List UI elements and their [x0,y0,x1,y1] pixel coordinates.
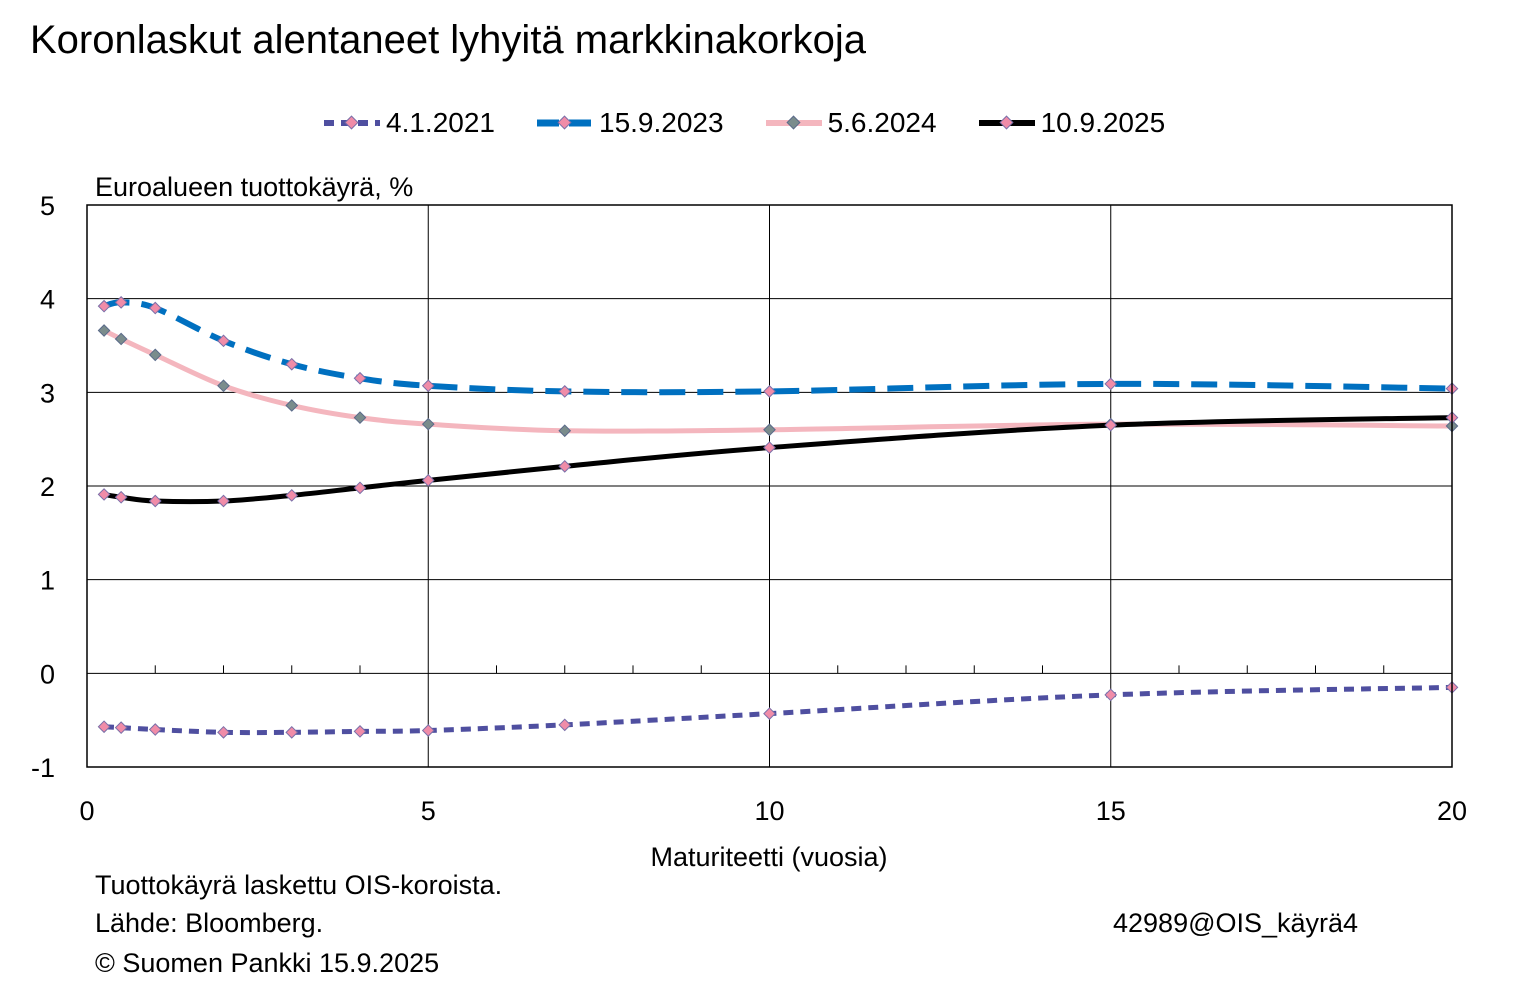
y-tick-label: 4 [40,285,55,315]
data-point-series-4 [1104,418,1118,432]
axes-layer: -1 0 1 2 3 4 5 0 5 10 15 20 [31,191,1467,826]
legend-swatch-series-1 [324,115,380,130]
data-point-series-3 [217,379,230,393]
series-line-2 [103,299,1453,396]
legend-item-series-2: 15.9.2023 [533,107,724,139]
legend: 4.1.2021 15.9.2023 5.6.2024 10.9.2025 [320,103,1203,143]
grid-lines [86,204,1453,768]
legend-label-series-3: 5.6.2024 [827,107,937,138]
data-point-series-3 [114,332,128,346]
data-point-series-3 [148,348,162,362]
chart-subtitle: Euroalueen tuottokäyrä, % [95,172,413,202]
data-point-series-2 [558,385,572,398]
data-point-series-2 [421,379,435,393]
data-point-series-3 [558,424,572,438]
series-line-4 [103,415,1453,505]
x-tick-label: 10 [754,796,784,826]
x-tick-label: 0 [79,796,94,826]
data-point-series-3 [763,423,776,437]
data-point-series-2 [217,334,230,348]
x-axis-label: Maturiteetti (vuosia) [650,842,887,872]
data-point-series-1 [421,724,435,737]
data-point-series-3 [97,324,111,337]
y-tick-label: 5 [40,191,55,221]
data-point-series-2 [763,385,776,398]
data-point-series-4 [558,459,572,473]
data-point-series-1 [763,707,776,720]
data-point-series-3 [353,411,367,424]
data-point-series-4 [285,489,299,502]
data-point-series-2 [148,301,162,315]
data-point-series-3 [285,399,299,412]
data-point-series-2 [353,371,367,385]
data-point-series-2 [1104,377,1118,391]
data-point-series-4 [421,474,435,487]
footnote-source: Lähde: Bloomberg. [95,908,324,938]
data-point-series-2 [114,296,128,309]
x-tick-label: 20 [1437,796,1467,826]
data-point-series-2 [97,299,111,313]
x-tick-label: 15 [1096,796,1126,826]
series-layer [97,296,1459,739]
data-point-series-1 [148,723,162,736]
y-tick-label: -1 [31,753,55,783]
y-tick-label: 1 [40,566,55,596]
footnote-method: Tuottokäyrä laskettu OIS-koroista. [95,870,503,900]
legend-swatch-series-3 [765,115,822,130]
y-tick-label: 0 [40,659,55,689]
legend-item-series-1: 4.1.2021 [320,107,495,139]
legend-swatch-series-4 [978,115,1035,130]
data-point-series-1 [1104,688,1118,702]
legend-label-series-2: 15.9.2023 [599,107,724,138]
data-point-series-2 [285,357,299,371]
legend-item-series-4: 10.9.2025 [975,107,1166,139]
data-point-series-4 [353,481,367,495]
x-tick-label: 5 [421,796,436,826]
data-point-series-1 [558,718,572,732]
data-point-series-3 [421,417,435,431]
data-point-series-4 [217,494,230,508]
legend-label-series-1: 4.1.2021 [386,107,495,138]
series-line-1 [103,684,1453,736]
data-point-series-1 [114,721,128,735]
data-point-series-1 [217,725,230,739]
chart-code: 42989@OIS_käyrä4 [1113,908,1359,938]
footnote-copyright: © Suomen Pankki 15.9.2025 [95,948,440,978]
legend-label-series-4: 10.9.2025 [1040,107,1166,138]
data-point-series-4 [97,488,111,501]
legend-swatch-series-2 [537,115,593,130]
legend-item-series-3: 5.6.2024 [762,107,937,139]
data-point-series-4 [114,490,128,504]
y-tick-label: 2 [40,472,55,502]
plot-area-frame [86,204,1453,768]
data-point-series-4 [763,441,776,454]
data-point-series-1 [353,725,367,738]
data-point-series-1 [285,725,299,739]
data-point-series-4 [148,494,162,508]
y-tick-label: 3 [40,378,55,408]
chart-title: Koronlaskut alentaneet lyhyitä markkinak… [30,18,866,62]
series-line-3 [102,328,1453,434]
data-point-series-1 [97,720,111,734]
